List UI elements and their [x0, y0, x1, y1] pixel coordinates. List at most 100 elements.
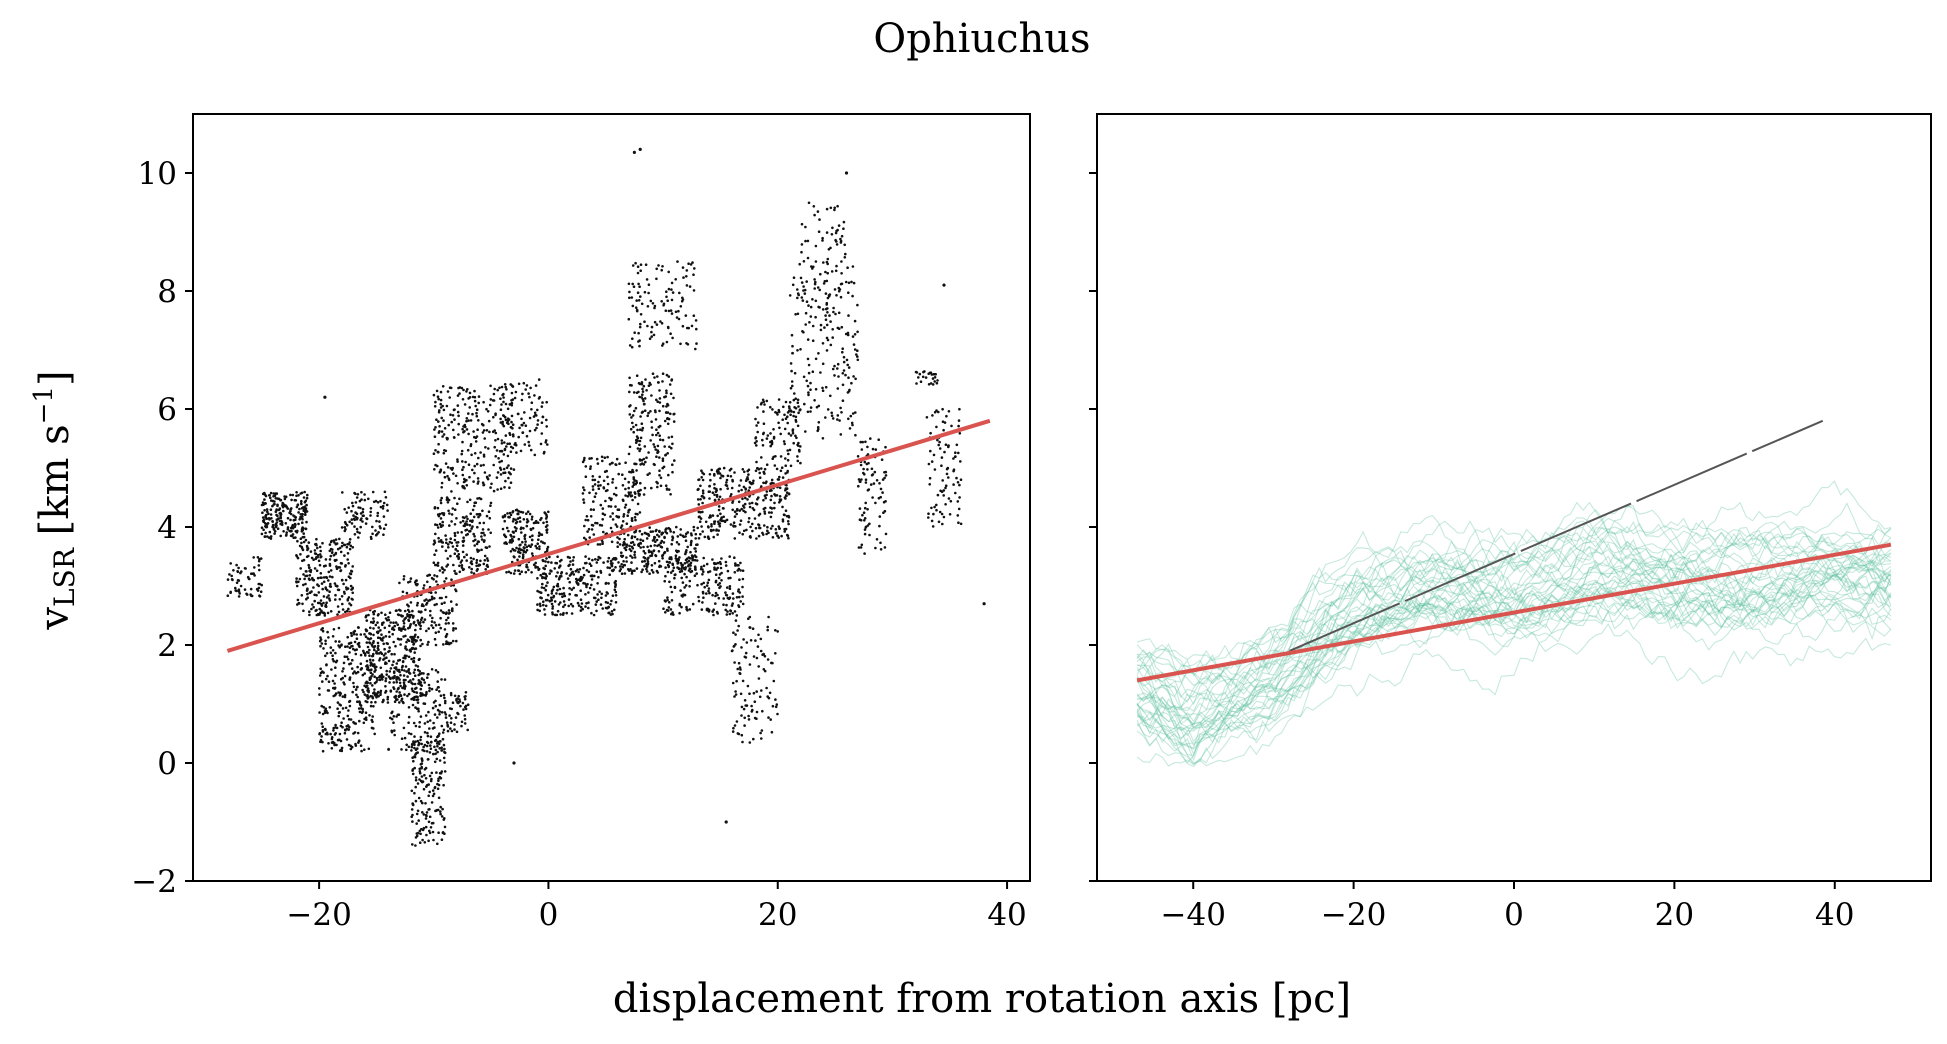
- scatter-point: [610, 540, 614, 544]
- scatter-point: [681, 324, 685, 328]
- scatter-point: [434, 623, 438, 627]
- scatter-point: [308, 574, 312, 577]
- scatter-point: [300, 507, 304, 510]
- scatter-point: [767, 531, 770, 535]
- scatter-point: [829, 320, 832, 323]
- ensemble-line: [1136, 555, 1892, 747]
- scatter-point: [836, 418, 839, 421]
- scatter-point: [336, 707, 339, 710]
- scatter-point: [493, 445, 497, 449]
- scatter-point: [692, 273, 695, 277]
- scatter-point: [238, 592, 241, 595]
- scatter-point: [428, 727, 431, 730]
- scatter-point: [413, 690, 416, 694]
- scatter-point: [586, 518, 590, 522]
- scatter-point: [618, 565, 622, 568]
- scatter-point: [802, 260, 806, 263]
- scatter-point: [338, 537, 341, 541]
- scatter-point: [493, 387, 497, 391]
- scatter-point: [563, 603, 567, 607]
- scatter-point: [473, 435, 476, 439]
- scatter-point: [716, 469, 719, 472]
- scatter-point: [812, 205, 816, 208]
- scatter-point: [301, 602, 304, 606]
- scatter-point: [925, 416, 929, 419]
- scatter-point: [515, 451, 518, 454]
- scatter-point: [500, 442, 504, 445]
- scatter-point: [666, 299, 669, 303]
- scatter-point: [476, 567, 479, 571]
- scatter-point: [499, 417, 502, 421]
- scatter-point: [670, 446, 673, 450]
- scatter-point: [665, 373, 669, 377]
- scatter-point: [380, 633, 383, 636]
- scatter-point: [706, 607, 710, 611]
- scatter-point: [825, 260, 829, 264]
- scatter-point: [480, 548, 483, 552]
- scatter-point: [383, 647, 386, 651]
- scatter-point: [632, 285, 636, 289]
- scatter-point: [328, 564, 332, 567]
- scatter-point: [868, 522, 871, 526]
- scatter-point: [449, 554, 452, 558]
- scatter-point: [842, 227, 845, 230]
- scatter-point: [388, 611, 392, 614]
- scatter-point: [650, 420, 653, 424]
- scatter-point: [433, 553, 436, 556]
- scatter-point: [758, 512, 762, 516]
- scatter-point: [537, 538, 540, 541]
- scatter-point: [546, 581, 549, 584]
- scatter-point: [371, 684, 374, 687]
- scatter-point: [463, 516, 466, 520]
- scatter-point: [465, 417, 469, 420]
- scatter-point: [874, 448, 878, 451]
- scatter-point: [267, 512, 270, 516]
- scatter-point: [332, 729, 335, 732]
- scatter-point: [456, 394, 460, 397]
- scatter-point: [593, 478, 597, 482]
- scatter-point: [609, 526, 613, 530]
- scatter-point: [483, 554, 487, 558]
- scatter-point: [418, 670, 422, 673]
- scatter-point: [373, 648, 376, 652]
- scatter-point: [739, 569, 742, 572]
- scatter-point: [647, 534, 651, 537]
- scatter-point: [415, 822, 419, 825]
- scatter-point: [425, 603, 428, 606]
- scatter-point: [511, 537, 514, 541]
- scatter-point: [545, 528, 549, 531]
- scatter-point: [527, 440, 530, 444]
- scatter-point: [677, 543, 681, 546]
- scatter-point: [653, 544, 656, 547]
- scatter-point: [458, 392, 461, 395]
- scatter-point: [829, 206, 833, 210]
- scatter-point: [844, 373, 847, 377]
- scatter-point: [681, 581, 685, 584]
- scatter-point: [627, 480, 630, 484]
- scatter-point: [688, 285, 692, 288]
- scatter-point: [355, 633, 359, 636]
- scatter-point: [351, 591, 355, 595]
- scatter-point: [440, 678, 443, 681]
- scatter-point: [435, 418, 438, 422]
- scatter-point: [942, 489, 946, 492]
- scatter-point: [667, 375, 671, 378]
- scatter-point: [799, 408, 802, 411]
- scatter-point: [743, 724, 746, 727]
- scatter-point: [667, 309, 671, 313]
- scatter-point: [395, 678, 398, 681]
- scatter-point: [833, 364, 836, 368]
- scatter-point: [460, 720, 464, 724]
- scatter-point: [392, 660, 395, 663]
- scatter-point: [465, 520, 468, 523]
- scatter-point: [346, 714, 350, 718]
- scatter-point: [443, 750, 446, 754]
- scatter-point: [699, 567, 703, 571]
- scatter-point: [471, 395, 475, 399]
- scatter-point: [434, 400, 437, 404]
- scatter-point: [684, 314, 688, 317]
- scatter-point: [801, 299, 805, 302]
- scatter-point: [840, 234, 844, 238]
- scatter-point: [839, 241, 843, 244]
- scatter-point: [715, 610, 719, 614]
